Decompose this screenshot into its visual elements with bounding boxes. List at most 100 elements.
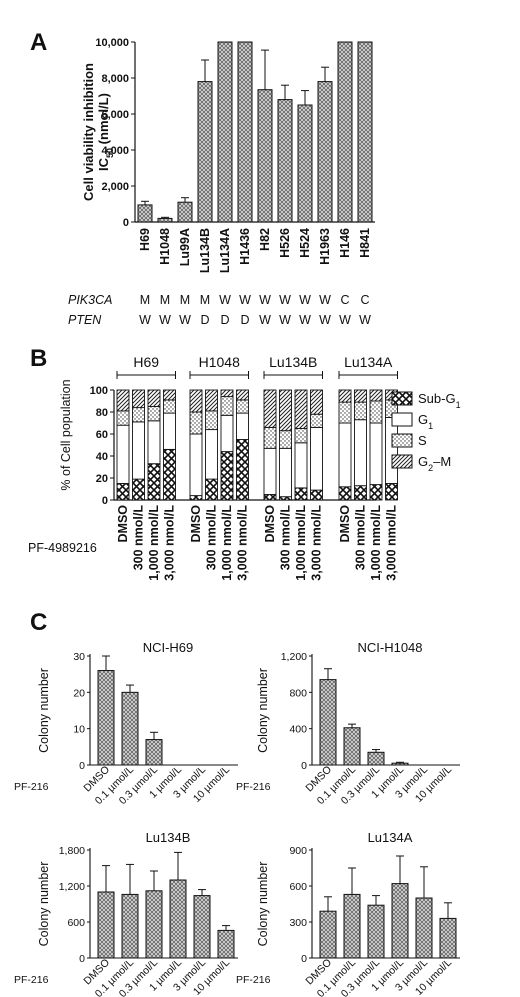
- b-segment-s: [147, 406, 161, 422]
- a-bar-h1963: [317, 81, 333, 223]
- b-segment-s: [369, 400, 383, 424]
- c-chart-title: Lu134A: [368, 830, 413, 845]
- ylabel-subscript: 50: [105, 148, 115, 158]
- b-segment-g1: [205, 429, 218, 480]
- c-bar: [169, 879, 187, 959]
- b-segment-g1: [236, 412, 249, 440]
- c-ylabel: Colony number: [256, 862, 270, 947]
- b-group-label: H1048: [199, 354, 240, 370]
- b-segment-subg1: [338, 486, 352, 501]
- b-group-label: Lu134B: [269, 354, 317, 370]
- c-bar: [217, 929, 235, 959]
- b-x-tick-label: 300 nmol/L: [354, 505, 368, 571]
- c-bar: [193, 895, 211, 959]
- a-x-tick-label: H146: [338, 228, 352, 258]
- b-segment-s: [354, 401, 367, 421]
- c-bar: [343, 727, 361, 766]
- c-y-tick-label: 0: [79, 760, 85, 772]
- b-x-tick-label: DMSO: [189, 505, 203, 543]
- b-segment-subg1: [294, 487, 308, 501]
- b-x-tick-label: 1,000 nmol/L: [147, 505, 161, 581]
- b-y-tick-label: 40: [96, 451, 108, 463]
- gene-status-cell: M: [180, 293, 190, 307]
- gene-row-label: PTEN: [68, 313, 102, 327]
- b-legend-swatch: [391, 391, 413, 406]
- a-x-tick-label: Lu134A: [218, 228, 232, 273]
- b-y-tick-label: 80: [96, 407, 108, 419]
- b-segment-subg1: [220, 451, 234, 501]
- b-y-tick-label: 0: [102, 495, 108, 507]
- b-segment-g1: [338, 422, 352, 488]
- gene-status-cell: C: [340, 293, 349, 307]
- c-bar: [97, 670, 115, 766]
- b-segment-s: [116, 410, 130, 426]
- gene-status-cell: D: [200, 313, 209, 327]
- a-y-tick-label: 10,000: [95, 37, 129, 49]
- b-segment-g1: [369, 422, 383, 486]
- a-y-tick-label: 2,000: [101, 181, 129, 193]
- a-x-tick-label: H524: [298, 228, 312, 258]
- gene-status-cell: W: [139, 313, 151, 327]
- c-ylabel: Colony number: [37, 668, 51, 753]
- panel-b-treatment-label: PF-4989216: [28, 541, 97, 555]
- gene-status-cell: W: [239, 293, 251, 307]
- gene-status-cell: M: [200, 293, 210, 307]
- c-y-tick-label: 10: [73, 724, 85, 736]
- c-bar: [121, 893, 139, 959]
- b-segment-g1: [147, 420, 161, 465]
- b-segment-g1: [163, 412, 176, 450]
- c-y-tick-label: 20: [73, 687, 85, 699]
- b-segment-g2m: [116, 389, 130, 412]
- a-bar-h841: [357, 41, 373, 223]
- gene-status-cell: W: [159, 313, 171, 327]
- b-segment-s: [163, 399, 176, 414]
- b-segment-s: [132, 407, 145, 423]
- b-segment-g1: [354, 419, 367, 487]
- b-segment-g2m: [236, 389, 249, 401]
- panel-a-chart: Cell viability inhibition IC50 (nmol/L) …: [68, 37, 375, 327]
- a-x-tick-label: H69: [138, 228, 152, 251]
- a-x-tick-label: H82: [258, 228, 272, 251]
- panel-label-a: A: [30, 29, 47, 56]
- a-x-tick-label: H526: [278, 228, 292, 258]
- panel-b-ylabel: % of Cell population: [59, 379, 73, 490]
- b-segment-subg1: [263, 494, 277, 501]
- c-bar: [319, 910, 337, 959]
- b-segment-subg1: [163, 448, 176, 501]
- gene-status-cell: W: [259, 293, 271, 307]
- b-legend-label: G1: [418, 412, 433, 431]
- gene-status-cell: W: [299, 293, 311, 307]
- c-chart-title: NCI-H1048: [357, 640, 422, 655]
- b-legend-label: G2–M: [418, 454, 451, 473]
- b-segment-g2m: [310, 389, 323, 415]
- gene-status-cell: W: [279, 293, 291, 307]
- b-segment-subg1: [279, 496, 292, 501]
- c-bar: [367, 904, 385, 959]
- c-ylabel: Colony number: [256, 668, 270, 753]
- b-segment-subg1: [132, 478, 145, 501]
- b-segment-s: [338, 401, 352, 424]
- b-segment-s: [220, 396, 234, 416]
- b-segment-subg1: [189, 495, 203, 501]
- c-y-tick-label: 30: [73, 651, 85, 663]
- a-bar-h526: [277, 99, 293, 223]
- b-segment-g2m: [220, 389, 234, 398]
- c-y-tick-label: 900: [289, 845, 307, 857]
- c-y-tick-label: 1,200: [281, 651, 307, 663]
- b-x-tick-label: 300 nmol/L: [205, 505, 219, 571]
- a-bar-lu134a: [217, 41, 233, 223]
- b-x-tick-label: 3,000 nmol/L: [163, 505, 177, 581]
- gene-status-cell: W: [219, 293, 231, 307]
- c-bar: [343, 893, 361, 959]
- b-legend-swatch: [391, 454, 413, 469]
- c-bar: [391, 762, 409, 766]
- b-legend-swatch: [391, 412, 413, 427]
- c-treatment-label: PF-216: [14, 781, 49, 793]
- b-x-tick-label: 300 nmol/L: [132, 505, 146, 571]
- b-segment-subg1: [236, 439, 249, 501]
